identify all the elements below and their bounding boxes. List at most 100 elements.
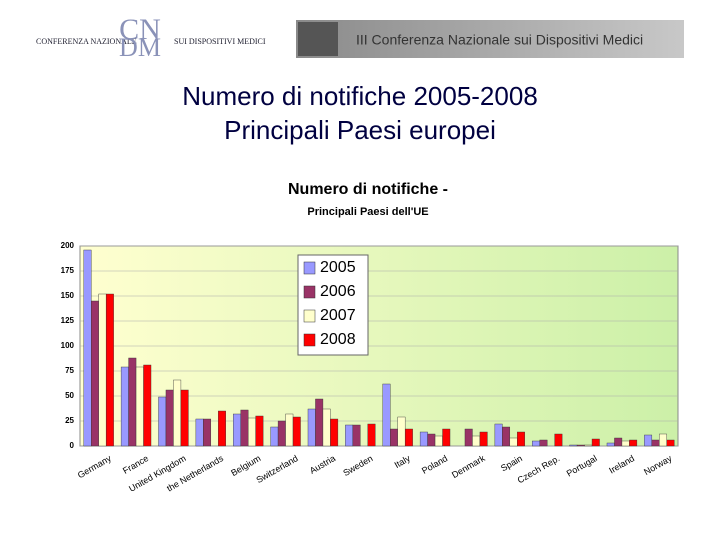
- bar: [345, 424, 354, 447]
- bar: [307, 408, 316, 447]
- bar: [434, 435, 443, 447]
- logo-mark: DM: [119, 33, 161, 62]
- legend-swatch: [303, 261, 316, 275]
- bar: [270, 426, 279, 447]
- bar: [91, 300, 99, 447]
- bar: [143, 364, 152, 447]
- x-tick-label: Portugal: [565, 453, 599, 478]
- chart-title: Numero di notifiche -: [288, 181, 448, 198]
- bar: [517, 431, 525, 447]
- legend-label: 2005: [320, 259, 356, 276]
- bar: [532, 440, 540, 447]
- x-tick-label: France: [121, 453, 150, 476]
- bar: [322, 408, 331, 447]
- bar: [330, 418, 339, 447]
- bar: [173, 379, 182, 447]
- bar: [419, 431, 428, 447]
- bar: [509, 437, 518, 447]
- bar: [390, 428, 398, 447]
- x-tick-label: Ireland: [607, 453, 636, 475]
- bar: [98, 293, 107, 447]
- bar: [165, 389, 174, 447]
- bar: [180, 389, 189, 447]
- bar: [621, 440, 630, 447]
- bar: [427, 433, 436, 447]
- x-tick-label: Czech Rep.: [516, 453, 562, 485]
- bar: [576, 444, 585, 447]
- bar: [464, 428, 473, 447]
- bar: [404, 428, 413, 447]
- legend-swatch: [303, 309, 316, 323]
- bar: [255, 415, 264, 447]
- bar: [382, 383, 391, 447]
- bar: [120, 366, 129, 447]
- logo-mark: CN: [119, 13, 161, 46]
- x-tick-label: Austria: [308, 453, 337, 476]
- y-tick-label: 150: [61, 291, 75, 300]
- bar: [135, 366, 144, 447]
- bar: [472, 435, 481, 447]
- banner-photo: [298, 22, 338, 56]
- bar: [240, 409, 249, 447]
- bar: [442, 428, 451, 447]
- legend-label: 2008: [320, 331, 356, 348]
- bar: [83, 249, 92, 447]
- bar: [479, 431, 488, 447]
- x-tick-label: Spain: [499, 453, 524, 473]
- bar: [105, 293, 114, 447]
- bar: [629, 439, 638, 447]
- bar: [292, 416, 301, 447]
- bar: [277, 420, 286, 447]
- bar: [352, 424, 361, 447]
- logo-right: SUI DISPOSITIVI MEDICI: [174, 37, 266, 46]
- bar: [315, 398, 324, 447]
- bar: [606, 442, 615, 447]
- bar: [233, 413, 241, 447]
- bar: [614, 437, 623, 447]
- x-tick-label: Switzerland: [254, 453, 299, 485]
- bar: [569, 444, 578, 447]
- bar: [203, 418, 212, 447]
- x-tick-label: Norway: [642, 453, 674, 477]
- legend-swatch: [303, 333, 316, 347]
- bar: [591, 438, 600, 447]
- bar: [659, 433, 667, 447]
- bar: [539, 439, 548, 447]
- y-tick-label: 75: [65, 366, 74, 375]
- bar: [651, 439, 660, 447]
- y-tick-label: 100: [61, 341, 75, 350]
- x-tick-label: Italy: [393, 453, 413, 470]
- y-tick-label: 0: [70, 441, 75, 450]
- bar: [158, 396, 167, 447]
- bar: [218, 410, 226, 447]
- slide-title: Numero di notifiche 2005-2008: [182, 81, 538, 111]
- x-tick-label: Germany: [76, 453, 113, 480]
- bar: [285, 413, 294, 447]
- legend-swatch: [303, 285, 316, 299]
- bar: [502, 426, 511, 447]
- banner-text: III Conferenza Nazionale sui Dispositivi…: [356, 32, 643, 48]
- x-tick-label: Denmark: [450, 453, 487, 480]
- bar: [247, 417, 256, 447]
- bar: [644, 434, 653, 447]
- legend-label: 2006: [320, 283, 356, 300]
- logo-left: CONFERENZA NAZIONALE: [36, 37, 137, 46]
- slide-title: Principali Paesi europei: [224, 115, 496, 145]
- y-tick-label: 25: [65, 416, 74, 425]
- y-tick-label: 50: [65, 391, 74, 400]
- bar: [195, 418, 204, 447]
- bar: [554, 433, 563, 447]
- legend-label: 2007: [320, 307, 356, 324]
- x-tick-label: Poland: [420, 453, 449, 476]
- x-tick-label: Sweden: [341, 453, 374, 478]
- bar: [666, 439, 675, 447]
- bar: [584, 444, 593, 447]
- bar: [397, 416, 406, 447]
- bar: [128, 357, 137, 447]
- banner: [296, 20, 684, 58]
- y-tick-label: 200: [61, 241, 75, 250]
- y-tick-label: 175: [61, 266, 75, 275]
- y-tick-label: 125: [61, 316, 75, 325]
- chart-subtitle: Principali Paesi dell'UE: [307, 206, 428, 218]
